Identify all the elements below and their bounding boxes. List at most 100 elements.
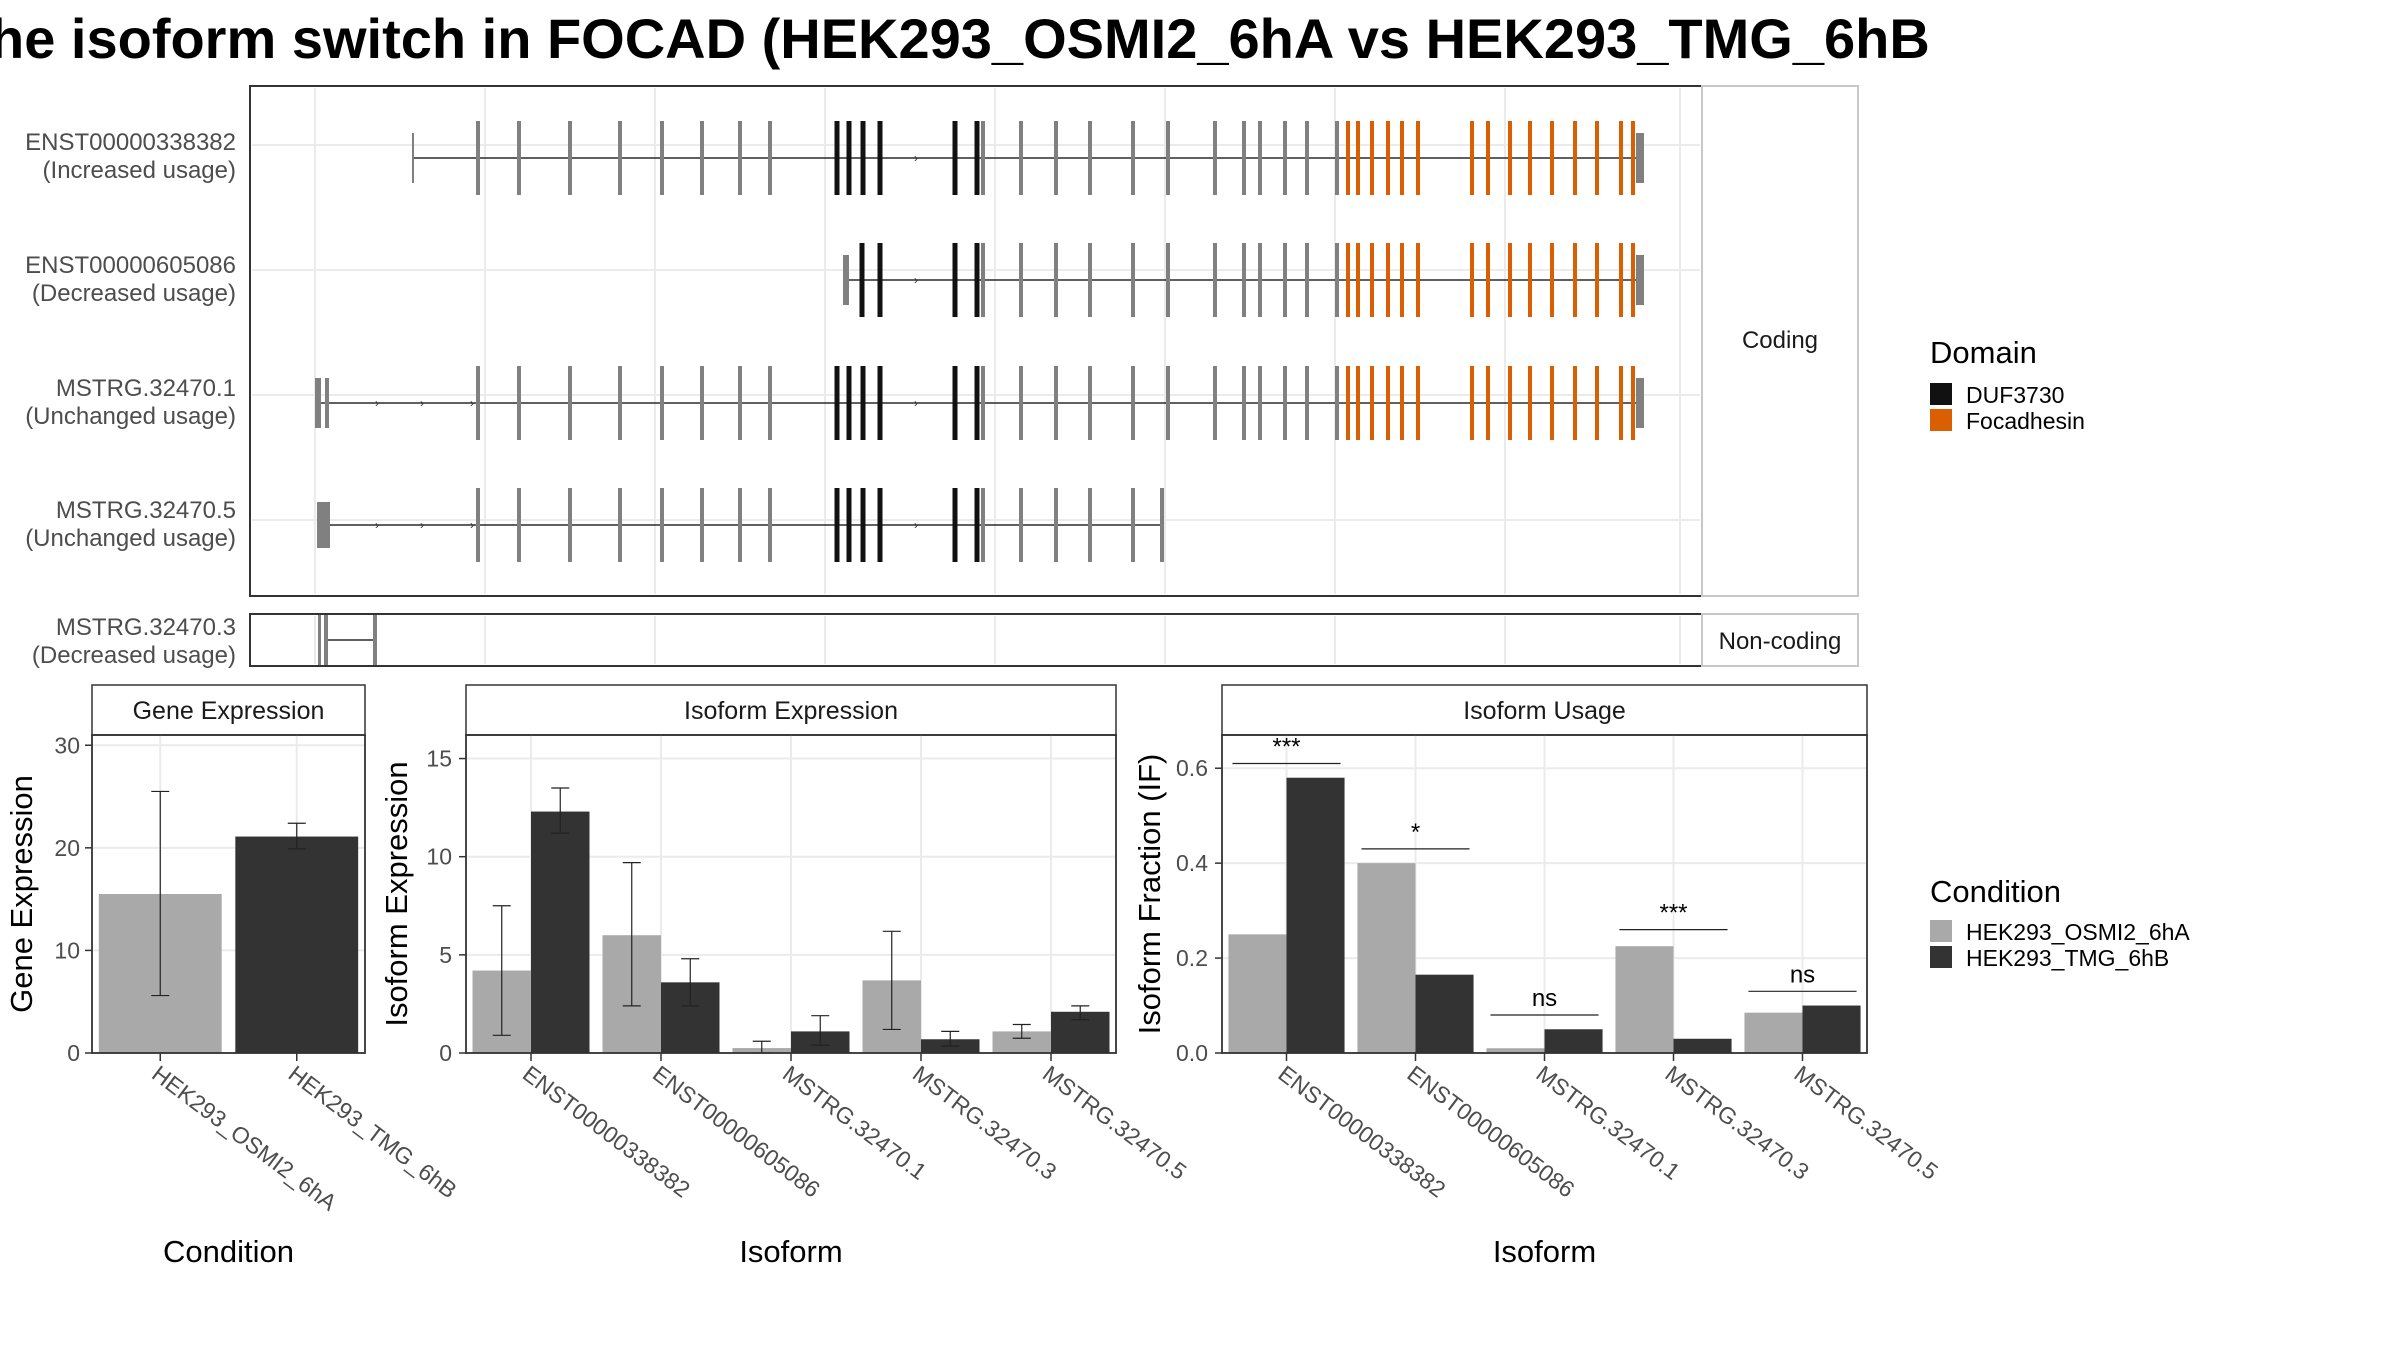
exon-domain-focadhesin bbox=[1486, 121, 1490, 195]
exon-domain-focadhesin bbox=[1346, 366, 1350, 440]
y-tick-label: 0.4 bbox=[1176, 850, 1208, 876]
exon bbox=[1283, 121, 1287, 195]
exon bbox=[660, 121, 664, 195]
bar bbox=[1744, 1012, 1803, 1053]
chart-strip bbox=[465, 684, 1117, 736]
exon-domain-focadhesin bbox=[1631, 243, 1635, 317]
exon bbox=[981, 366, 985, 440]
exon-utr bbox=[1636, 255, 1644, 305]
exon-domain-focadhesin bbox=[1631, 366, 1635, 440]
transcript-tracks: › › › › › › › › › › bbox=[315, 121, 1644, 562]
exon-domain-focadhesin bbox=[1508, 243, 1512, 317]
y-tick-label: 10 bbox=[54, 937, 80, 963]
bar bbox=[1486, 1048, 1545, 1053]
exon bbox=[1019, 366, 1023, 440]
exon bbox=[700, 121, 704, 195]
exon-domain-focadhesin bbox=[1400, 243, 1404, 317]
bar bbox=[1415, 974, 1474, 1053]
exon bbox=[1088, 243, 1092, 317]
transcript-usage-label: (Decreased usage) bbox=[32, 642, 236, 669]
y-tick-label: 15 bbox=[426, 746, 452, 772]
noncoding-strip-label: Non-coding bbox=[1719, 628, 1842, 655]
exon-domain-focadhesin bbox=[1486, 366, 1490, 440]
transcript-id-label: ENST00000338382 bbox=[25, 129, 236, 156]
exon bbox=[1160, 488, 1164, 562]
x-tick-label: MSTRG.32470.5 bbox=[1038, 1060, 1191, 1185]
legend-swatch-osmi2 bbox=[1930, 920, 1952, 942]
chart-panel-border bbox=[1221, 734, 1868, 1054]
exon-domain-duf3730 bbox=[860, 488, 866, 562]
strand-arrow: › bbox=[375, 396, 379, 410]
condition-legend-title: Condition bbox=[1930, 874, 2061, 909]
exon-domain-focadhesin bbox=[1573, 243, 1577, 317]
significance-label: *** bbox=[1659, 900, 1687, 927]
exon bbox=[476, 366, 480, 440]
x-tick-label: MSTRG.32470.5 bbox=[1789, 1060, 1942, 1185]
bar bbox=[1673, 1038, 1732, 1053]
exon bbox=[1213, 366, 1217, 440]
strand-arrow: › bbox=[470, 518, 474, 532]
legend-label-focadhesin: Focadhesin bbox=[1966, 408, 2085, 434]
exon bbox=[660, 366, 664, 440]
exon bbox=[738, 366, 742, 440]
exon bbox=[1242, 366, 1246, 440]
legend-label-tmg: HEK293_TMG_6hB bbox=[1966, 945, 2169, 971]
exon bbox=[1088, 488, 1092, 562]
exon-domain-focadhesin bbox=[1631, 121, 1635, 195]
exon bbox=[981, 121, 985, 195]
exon-domain-focadhesin bbox=[1470, 366, 1474, 440]
exon bbox=[1131, 121, 1135, 195]
strand-arrow: › bbox=[914, 151, 918, 165]
exon bbox=[318, 615, 321, 665]
chart-strip bbox=[91, 684, 366, 736]
y-axis-title: Isoform Expression bbox=[379, 761, 414, 1026]
exon-domain-focadhesin bbox=[1573, 366, 1577, 440]
y-tick-label: 0.2 bbox=[1176, 945, 1208, 971]
exon bbox=[1305, 243, 1309, 317]
exon bbox=[768, 366, 772, 440]
transcript-id-label: MSTRG.32470.1 bbox=[56, 375, 236, 402]
exon bbox=[1166, 121, 1170, 195]
exon-domain-duf3730 bbox=[974, 366, 980, 440]
exon-domain-duf3730 bbox=[974, 488, 980, 562]
exon bbox=[738, 488, 742, 562]
bar bbox=[235, 836, 359, 1053]
exon-domain-duf3730 bbox=[846, 366, 852, 440]
exon-domain-focadhesin bbox=[1508, 366, 1512, 440]
exon bbox=[1242, 243, 1246, 317]
exon bbox=[1166, 366, 1170, 440]
exon bbox=[1054, 243, 1058, 317]
bar bbox=[1286, 777, 1345, 1053]
chart-panel-border bbox=[91, 734, 366, 1054]
exon-domain-duf3730 bbox=[877, 366, 883, 440]
exon-domain-focadhesin bbox=[1400, 366, 1404, 440]
strand-arrow: › bbox=[470, 396, 474, 410]
bar bbox=[1802, 1005, 1861, 1053]
exon-domain-duf3730 bbox=[877, 121, 883, 195]
legend-swatch-focadhesin bbox=[1930, 409, 1952, 431]
exon-domain-duf3730 bbox=[860, 366, 866, 440]
exon-domain-focadhesin bbox=[1356, 121, 1360, 195]
exon-domain-focadhesin bbox=[1386, 243, 1390, 317]
exon-domain-duf3730 bbox=[859, 243, 865, 317]
x-axis-title: Isoform bbox=[1493, 1234, 1596, 1269]
domain-legend: Domain DUF3730 Focadhesin bbox=[1930, 335, 2085, 434]
exon-domain-focadhesin bbox=[1370, 243, 1374, 317]
noncoding-strip bbox=[1701, 613, 1859, 667]
domain-legend-title: Domain bbox=[1930, 335, 2037, 370]
exon bbox=[1213, 243, 1217, 317]
exon bbox=[324, 615, 328, 665]
exon bbox=[373, 615, 377, 665]
exon bbox=[1131, 366, 1135, 440]
y-tick-label: 0.0 bbox=[1176, 1040, 1208, 1066]
exon-domain-duf3730 bbox=[846, 488, 852, 562]
exon-utr bbox=[1636, 133, 1644, 183]
chart-strip bbox=[1221, 684, 1868, 736]
exon bbox=[568, 366, 572, 440]
exon bbox=[1335, 243, 1339, 317]
exon bbox=[1019, 121, 1023, 195]
exon bbox=[517, 488, 521, 562]
exon-domain-duf3730 bbox=[834, 366, 840, 440]
exon-domain-focadhesin bbox=[1470, 121, 1474, 195]
exon bbox=[768, 488, 772, 562]
